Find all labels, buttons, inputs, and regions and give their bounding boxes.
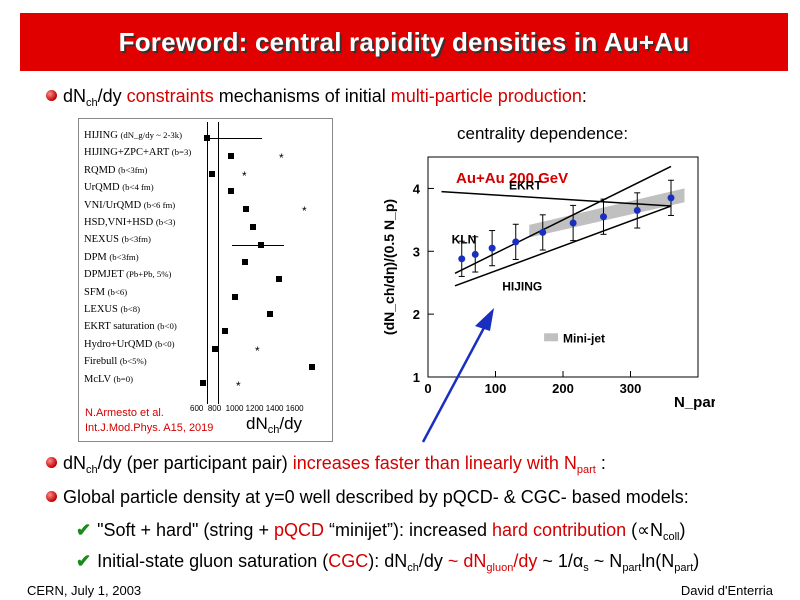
data-point [569,219,577,227]
kln-curve [454,165,672,274]
y-tick-label: 3 [413,244,420,259]
checkmark-icon: ✔ [76,551,92,571]
check-soft-hard: ✔ "Soft + hard" (string + pQCD “minijet”)… [76,520,686,543]
model-label: DPM (b<3fm) [84,251,139,263]
legend-swatch [544,333,559,342]
reference-citation: N.Armesto et al. Int.J.Mod.Phys. A15, 20… [85,407,214,434]
data-point [488,244,496,252]
left-x-axis: 600 800 1000 1200 1400 1600 [190,404,304,413]
arrow-shaft [421,323,488,443]
star-marker: * [242,169,247,183]
model-label: VNI/UrQMD (b<6 fm) [84,199,176,211]
model-label: LEXUS (b<8) [84,304,140,316]
model-marker [200,380,206,386]
data-point [633,206,641,214]
centrality-chart: 0 100 200 300 1 2 3 4 Au+Au 200 GeV N_part (dN_ch/… [381,156,715,411]
model-marker [242,259,248,265]
data-point [539,228,547,236]
x-tick-label: 0 [424,381,431,396]
model-marker [276,276,282,282]
model-marker [228,153,234,159]
star-marker: * [236,379,241,393]
title-bar: Foreword: central rapidity densities in … [20,13,788,71]
minijet-band [529,188,685,238]
model-marker [222,328,228,334]
model-annotation: EKRT [509,179,542,193]
model-label: HIJING+ZPC+ART (b=3) [84,147,192,159]
x-tick-label: 200 [552,381,574,396]
data-point [471,250,479,258]
model-marker [212,346,218,352]
y-tick-label: 4 [413,181,421,196]
model-label: McLV (b=0) [84,373,133,385]
model-label: RQMD (b<3fm) [84,164,148,176]
model-label: EKRT saturation (b<0) [84,321,177,333]
centrality-label: centrality dependence: [457,124,629,143]
footer-date: CERN, July 1, 2003 [27,583,142,598]
y-axis-label: (dN_ch/dη)/(0.5 N_p) [381,199,397,335]
model-marker [228,188,234,194]
model-marker [232,294,238,300]
footer-author: David d'Enterria [680,583,773,598]
bullet-constraints: dNch/dy constraints mechanisms of initia… [46,85,587,109]
bullet-dot-icon [46,456,57,468]
y-tick-label: 2 [413,307,420,322]
data-point [600,213,607,221]
model-marker [309,364,315,370]
star-marker: * [279,151,284,165]
model-label: DPMJET (Pb+Pb, 5%) [84,269,172,281]
data-point [458,255,466,263]
model-marker [267,311,273,317]
error-bar [232,245,284,246]
model-label: UrQMD (b<4 fm) [84,182,154,194]
model-list: HIJING (dN_g/dy ~ 2-3k) HIJING+ZPC+ART (… [84,127,191,388]
model-comparison-panel [78,118,333,442]
model-annotation: HIJING [502,279,542,293]
model-marker [209,171,215,177]
ekrt-curve [441,190,672,207]
slide-title: Foreword: central rapidity densities in … [118,26,690,57]
star-marker: * [255,344,260,358]
bullet-increases: dNch/dy (per participant pair) increases… [46,452,606,476]
data-point [512,238,520,246]
star-marker: * [302,204,307,218]
pointer-arrow [421,308,494,443]
model-label: HIJING (dN_g/dy ~ 2-3k) [84,130,183,141]
model-marker [243,206,249,212]
model-marker [250,224,256,230]
model-label: Hydro+UrQMD (b<0) [84,338,175,350]
left-axis-label: dNch/dy [246,414,303,436]
x-axis-label: N_part [674,394,715,411]
checkmark-icon: ✔ [76,520,92,540]
data-point [667,194,675,202]
model-annotation: Mini-jet [563,331,605,345]
model-label: Firebull (b<5%) [84,356,147,368]
x-tick-label: 100 [485,381,507,396]
x-tick-label: 300 [620,381,642,396]
error-bar [206,138,262,139]
y-tick-label: 1 [413,370,420,385]
hijing-curve [454,205,672,287]
model-annotation: KLN [452,233,477,247]
reference-line [207,122,208,404]
bullet-dot-icon [46,89,57,101]
bullet-dot-icon [46,490,57,502]
chart-title: Au+Au 200 GeV [456,170,568,187]
model-label: NEXUS (b<3fm) [84,234,151,246]
reference-line [218,122,219,404]
model-label: SFM (b<6) [84,286,128,298]
model-label: HSD,VNI+HSD (b<3) [84,217,176,229]
bullet-global-density: Global particle density at y=0 well desc… [46,486,689,508]
arrow-head-icon [475,308,494,331]
check-cgc: ✔ Initial-state gluon saturation (CGC): d… [76,551,700,574]
